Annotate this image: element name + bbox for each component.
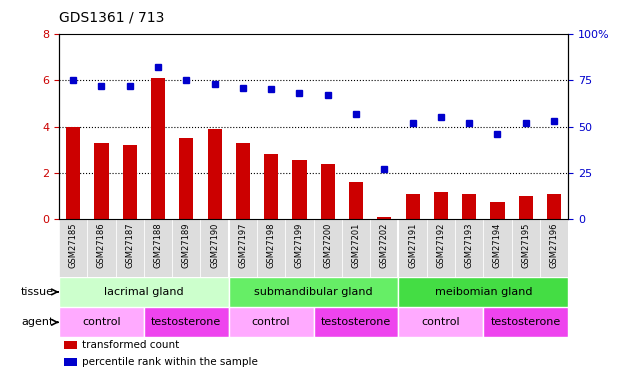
Text: GSM27194: GSM27194 [493, 222, 502, 268]
Bar [491, 202, 504, 219]
Bar [64, 341, 77, 349]
Bar [116, 219, 144, 277]
Text: tissue: tissue [21, 287, 54, 297]
Bar [59, 277, 229, 307]
Bar [462, 194, 476, 219]
Text: GSM27202: GSM27202 [380, 222, 389, 268]
Bar [540, 219, 568, 277]
Text: GSM27188: GSM27188 [153, 222, 163, 268]
Bar [370, 219, 399, 277]
Text: control: control [422, 317, 460, 327]
Bar [483, 219, 512, 277]
Bar [314, 307, 399, 338]
Bar [427, 219, 455, 277]
Bar [88, 219, 116, 277]
Bar [64, 358, 77, 366]
Bar [314, 219, 342, 277]
Text: GSM27185: GSM27185 [69, 222, 78, 268]
Bar [399, 277, 568, 307]
Bar [320, 164, 335, 219]
Bar [59, 307, 144, 338]
Bar [292, 160, 307, 219]
Text: GSM27196: GSM27196 [550, 222, 558, 268]
Text: GSM27190: GSM27190 [210, 222, 219, 268]
Text: testosterone: testosterone [151, 317, 222, 327]
Bar [59, 219, 88, 277]
Text: GSM27195: GSM27195 [521, 222, 530, 268]
Text: GSM27199: GSM27199 [295, 222, 304, 268]
Bar [123, 145, 137, 219]
Text: meibomian gland: meibomian gland [435, 287, 532, 297]
Bar [349, 182, 363, 219]
Bar [455, 219, 483, 277]
Text: GSM27193: GSM27193 [465, 222, 474, 268]
Bar [229, 277, 399, 307]
Bar [512, 219, 540, 277]
Text: GSM27200: GSM27200 [324, 222, 332, 268]
Bar [207, 129, 222, 219]
Text: GSM27186: GSM27186 [97, 222, 106, 268]
Bar [399, 219, 427, 277]
Text: transformed count: transformed count [82, 340, 179, 350]
Text: GSM27192: GSM27192 [437, 222, 445, 268]
Bar [399, 307, 483, 338]
Bar [94, 143, 109, 219]
Text: control: control [252, 317, 291, 327]
Bar [172, 219, 201, 277]
Text: GSM27191: GSM27191 [408, 222, 417, 268]
Bar [342, 219, 370, 277]
Bar [201, 219, 229, 277]
Bar [144, 307, 229, 338]
Bar [257, 219, 285, 277]
Bar [66, 127, 80, 219]
Bar [406, 194, 420, 219]
Bar [236, 143, 250, 219]
Text: submandibular gland: submandibular gland [254, 287, 373, 297]
Bar [483, 307, 568, 338]
Text: GSM27189: GSM27189 [182, 222, 191, 268]
Text: control: control [82, 317, 120, 327]
Text: testosterone: testosterone [321, 317, 391, 327]
Text: GDS1361 / 713: GDS1361 / 713 [59, 10, 165, 24]
Text: agent: agent [22, 317, 54, 327]
Bar [378, 217, 391, 219]
Bar [229, 219, 257, 277]
Bar [151, 78, 165, 219]
Text: GSM27198: GSM27198 [266, 222, 276, 268]
Text: testosterone: testosterone [491, 317, 561, 327]
Bar [285, 219, 314, 277]
Text: GSM27201: GSM27201 [351, 222, 361, 268]
Bar [264, 154, 278, 219]
Bar [144, 219, 172, 277]
Text: GSM27197: GSM27197 [238, 222, 247, 268]
Text: GSM27187: GSM27187 [125, 222, 134, 268]
Bar [434, 192, 448, 219]
Bar [229, 307, 314, 338]
Bar [547, 194, 561, 219]
Text: lacrimal gland: lacrimal gland [104, 287, 184, 297]
Text: percentile rank within the sample: percentile rank within the sample [82, 357, 258, 367]
Bar [519, 196, 533, 219]
Bar [179, 138, 193, 219]
